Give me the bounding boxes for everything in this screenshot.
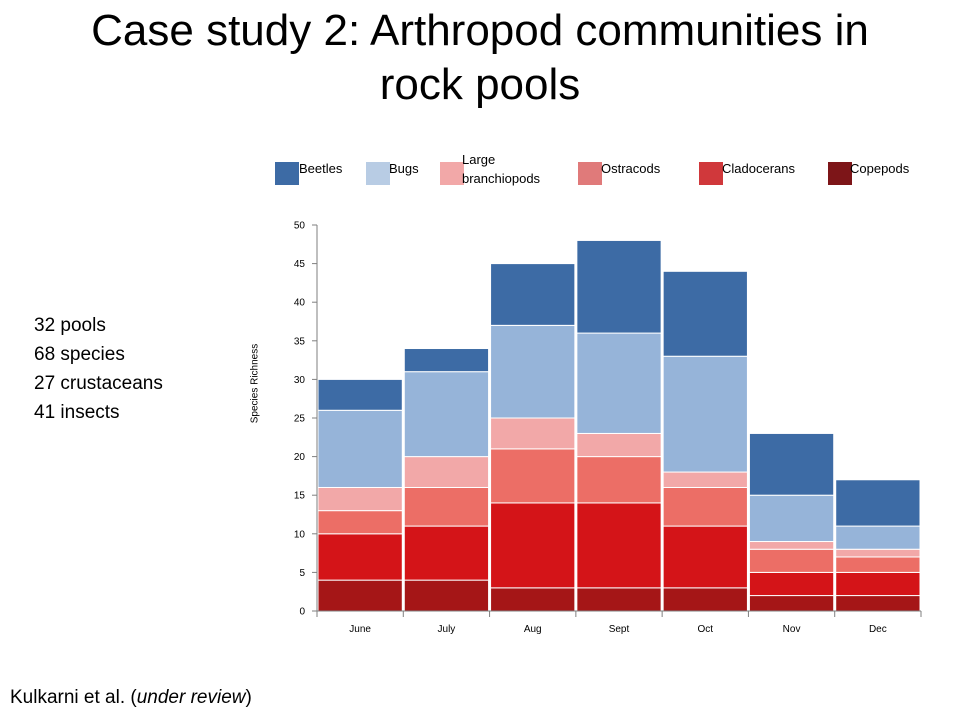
legend-label-cladocerans: Cladocerans <box>722 161 795 176</box>
legend-label-copepods: Copepods <box>850 161 910 176</box>
y-tick-label: 5 <box>299 568 305 579</box>
bar-oct-copepods <box>662 587 748 612</box>
bar-dec-bugs <box>835 525 921 550</box>
x-tick-label-aug: Aug <box>524 624 542 635</box>
bar-july-large-branchiopods <box>403 456 490 488</box>
legend-swatch-ostracods <box>578 162 602 185</box>
legend-swatch-bugs <box>366 162 390 185</box>
bar-aug-ostracods <box>490 448 576 504</box>
y-tick-label: 45 <box>294 259 306 270</box>
bar-aug-copepods <box>490 587 576 612</box>
bar-nov-large-branchiopods <box>748 541 835 550</box>
bar-dec-cladocerans <box>835 571 921 597</box>
title-line-2: rock pools <box>379 60 581 109</box>
bar-dec-large-branchiopods <box>835 548 921 558</box>
axes-group: June July Aug Sept Oct Nov Dec 0 5 10 15 20 25 30 35 40… <box>294 221 922 635</box>
bar-oct-ostracods <box>662 486 748 527</box>
legend-swatch-beetles <box>275 162 299 185</box>
bar-june-ostracods <box>317 510 403 535</box>
y-tick-label: 25 <box>294 414 306 425</box>
legend-label-large-branchiopods-line1: Large <box>462 152 496 167</box>
bar-july-cladocerans <box>403 525 490 581</box>
legend-label-ostracods: Ostracods <box>601 161 661 176</box>
x-tick-label-nov: Nov <box>783 624 801 635</box>
bar-aug-beetles <box>490 263 576 326</box>
y-tick-label: 0 <box>299 607 305 618</box>
bar-oct-bugs <box>662 355 748 473</box>
citation: Kulkarni et al. (under review) <box>10 686 252 710</box>
bar-june-copepods <box>317 579 403 612</box>
bar-june-bugs <box>317 409 403 488</box>
bar-aug-cladocerans <box>490 502 576 589</box>
y-tick-label: 10 <box>294 529 306 540</box>
y-tick-label: 35 <box>294 336 306 347</box>
legend-swatch-cladocerans <box>699 162 723 185</box>
legend-label-beetles: Beetles <box>299 161 343 176</box>
x-tick-label-dec: Dec <box>869 624 887 635</box>
bar-nov-copepods <box>748 595 835 612</box>
bar-sept-bugs <box>576 332 662 434</box>
bar-july-ostracods <box>403 486 490 527</box>
slide-title: Case study 2: Arthropod communities in r… <box>0 4 960 112</box>
y-tick-label: 50 <box>294 221 306 232</box>
bar-oct-large-branchiopods <box>662 471 748 488</box>
bar-july-beetles <box>403 348 490 373</box>
bar-nov-bugs <box>748 494 835 543</box>
bar-sept-copepods <box>576 587 662 612</box>
bar-june-beetles <box>317 378 403 411</box>
bar-group <box>317 239 921 612</box>
bar-dec-copepods <box>835 595 921 612</box>
bar-aug-large-branchiopods <box>490 417 576 450</box>
legend-swatch-copepods <box>828 162 852 185</box>
title-line-1: Case study 2: Arthropod communities in <box>91 6 869 55</box>
bar-july-copepods <box>403 579 490 612</box>
bar-sept-ostracods <box>576 456 662 504</box>
y-tick-label: 15 <box>294 491 306 502</box>
stat-pools: 32 pools <box>34 315 106 336</box>
stat-insects: 41 insects <box>34 402 120 423</box>
y-tick-label: 40 <box>294 298 306 309</box>
bar-dec-ostracods <box>835 556 921 573</box>
bar-sept-large-branchiopods <box>576 432 662 458</box>
x-tick-label-june: June <box>349 624 371 635</box>
bar-oct-cladocerans <box>662 525 748 589</box>
bar-july-bugs <box>403 371 490 458</box>
bar-aug-bugs <box>490 324 576 419</box>
citation-prefix: Kulkarni et al. ( <box>10 687 137 708</box>
legend-swatch-large-branchiopods <box>440 162 464 185</box>
bar-june-cladocerans <box>317 533 403 581</box>
citation-italic: under review <box>136 687 246 708</box>
stat-crustaceans: 27 crustaceans <box>34 373 163 394</box>
bar-nov-cladocerans <box>748 571 835 597</box>
bar-oct-beetles <box>662 270 748 357</box>
stat-species: 68 species <box>34 344 125 365</box>
bar-sept-beetles <box>576 239 662 334</box>
legend-label-bugs: Bugs <box>389 161 419 176</box>
x-tick-label-oct: Oct <box>698 624 714 635</box>
y-tick-label: 30 <box>294 375 306 386</box>
bar-nov-beetles <box>748 432 835 496</box>
x-tick-label-sept: Sept <box>609 624 630 635</box>
y-tick-label: 20 <box>294 452 306 463</box>
legend-label-large-branchiopods-line2: branchiopods <box>462 171 541 186</box>
bar-sept-cladocerans <box>576 502 662 589</box>
bar-dec-beetles <box>835 479 921 527</box>
citation-suffix: ) <box>245 687 252 708</box>
bar-june-large-branchiopods <box>317 486 403 512</box>
summary-stats: 32 pools 68 species 27 crustaceans 41 in… <box>34 311 163 427</box>
x-tick-label-july: July <box>438 624 456 635</box>
bar-nov-ostracods <box>748 548 835 573</box>
